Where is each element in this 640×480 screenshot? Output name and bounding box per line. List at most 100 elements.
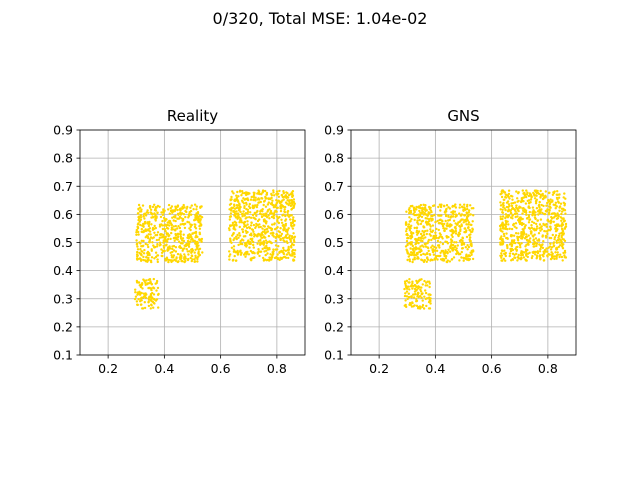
scatter-point — [279, 209, 283, 213]
scatter-point — [174, 234, 178, 237]
scatter-point — [289, 221, 293, 224]
scatter-point — [409, 303, 412, 306]
scatter-point — [541, 243, 544, 246]
scatter-point — [428, 280, 431, 283]
scatter-point — [242, 210, 245, 213]
y-tick-label: 0.2 — [53, 319, 73, 334]
scatter-point — [418, 209, 421, 213]
scatter-point — [519, 246, 522, 249]
scatter-point — [174, 219, 177, 223]
scatter-point — [429, 234, 432, 237]
scatter-point — [424, 291, 428, 295]
scatter-point — [519, 206, 522, 209]
scatter-point — [283, 211, 287, 214]
scatter-point — [447, 206, 450, 209]
scatter-point — [523, 210, 526, 214]
scatter-point — [188, 242, 191, 246]
scatter-point — [422, 245, 425, 248]
scatter-point — [409, 219, 412, 223]
scatter-point — [456, 244, 459, 247]
scatter-point — [513, 256, 516, 259]
scatter-point — [444, 210, 447, 213]
scatter-point — [173, 239, 176, 242]
scatter-point — [520, 221, 524, 225]
scatter-point — [510, 202, 513, 205]
scatter-point — [289, 254, 292, 257]
gns-plot: GNS 0.2 0.4 0.6 0.8 0.1 0.2 0.3 0.4 0.5 0.6 0.7 0.8 0… — [324, 107, 577, 376]
scatter-point — [264, 232, 267, 235]
scatter-point — [441, 242, 445, 246]
scatter-point — [275, 206, 278, 210]
scatter-point — [514, 222, 518, 225]
scatter-point — [268, 240, 271, 243]
scatter-point — [538, 254, 542, 257]
scatter-point — [288, 199, 292, 202]
scatter-point — [533, 197, 537, 200]
scatter-point — [524, 235, 528, 239]
scatter-point — [443, 229, 446, 232]
scatter-point — [472, 214, 475, 217]
scatter-point — [147, 222, 151, 226]
scatter-point — [143, 220, 147, 224]
scatter-point — [453, 241, 456, 244]
scatter-point — [405, 279, 409, 282]
scatter-point — [409, 243, 412, 246]
scatter-point — [430, 246, 433, 249]
scatter-point — [405, 222, 408, 226]
scatter-point — [166, 240, 169, 243]
scatter-point — [469, 239, 472, 243]
scatter-point — [544, 190, 547, 193]
scatter-point — [465, 216, 469, 220]
scatter-point — [199, 218, 202, 221]
scatter-point — [524, 245, 527, 248]
scatter-point — [271, 234, 274, 237]
scatter-point — [554, 207, 557, 210]
scatter-point — [250, 221, 253, 225]
scatter-point — [527, 221, 531, 224]
scatter-point — [426, 242, 429, 245]
scatter-point — [164, 244, 168, 247]
scatter-point — [438, 232, 442, 235]
scatter-point — [516, 215, 519, 218]
scatter-point — [516, 259, 519, 262]
scatter-point — [455, 241, 458, 244]
y-tick-label: 0.7 — [53, 179, 73, 194]
scatter-point — [255, 225, 258, 228]
scatter-point — [534, 228, 538, 232]
scatter-point — [293, 240, 296, 244]
scatter-point — [553, 238, 556, 241]
scatter-point — [165, 259, 168, 262]
scatter-point — [517, 253, 520, 257]
scatter-point — [281, 214, 284, 217]
scatter-point — [170, 231, 173, 235]
scatter-point — [563, 251, 567, 254]
scatter-point — [256, 203, 259, 207]
scatter-point — [150, 296, 153, 300]
scatter-point — [245, 208, 248, 211]
scatter-point — [511, 214, 514, 217]
scatter-point — [243, 205, 246, 208]
scatter-point — [418, 218, 421, 222]
scatter-point — [253, 252, 256, 255]
scatter-point — [137, 218, 140, 222]
scatter-point — [414, 248, 417, 251]
scatter-point — [527, 199, 531, 202]
scatter-point — [504, 254, 507, 258]
scatter-point — [169, 259, 172, 262]
scatter-point — [516, 207, 519, 210]
scatter-point — [151, 228, 155, 231]
scatter-point — [236, 233, 239, 237]
scatter-point — [512, 241, 516, 244]
scatter-point — [471, 228, 474, 231]
scatter-point — [291, 248, 295, 252]
scatter-point — [422, 203, 425, 206]
scatter-point — [196, 246, 199, 249]
scatter-point — [289, 218, 292, 221]
scatter-point — [561, 217, 564, 220]
scatter-point — [523, 225, 527, 228]
scatter-point — [167, 203, 171, 207]
scatter-point — [262, 220, 266, 223]
scatter-point — [465, 258, 469, 261]
scatter-point — [518, 221, 521, 224]
scatter-point — [425, 223, 429, 226]
